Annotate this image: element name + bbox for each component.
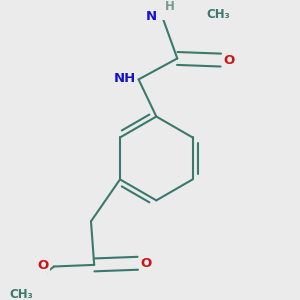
Text: O: O (38, 260, 49, 272)
Text: N: N (146, 11, 157, 23)
Text: CH₃: CH₃ (206, 8, 230, 21)
Text: CH₃: CH₃ (10, 288, 34, 300)
Text: O: O (140, 257, 152, 270)
Text: O: O (223, 54, 235, 67)
Text: NH: NH (114, 72, 136, 85)
Text: H: H (165, 0, 175, 13)
